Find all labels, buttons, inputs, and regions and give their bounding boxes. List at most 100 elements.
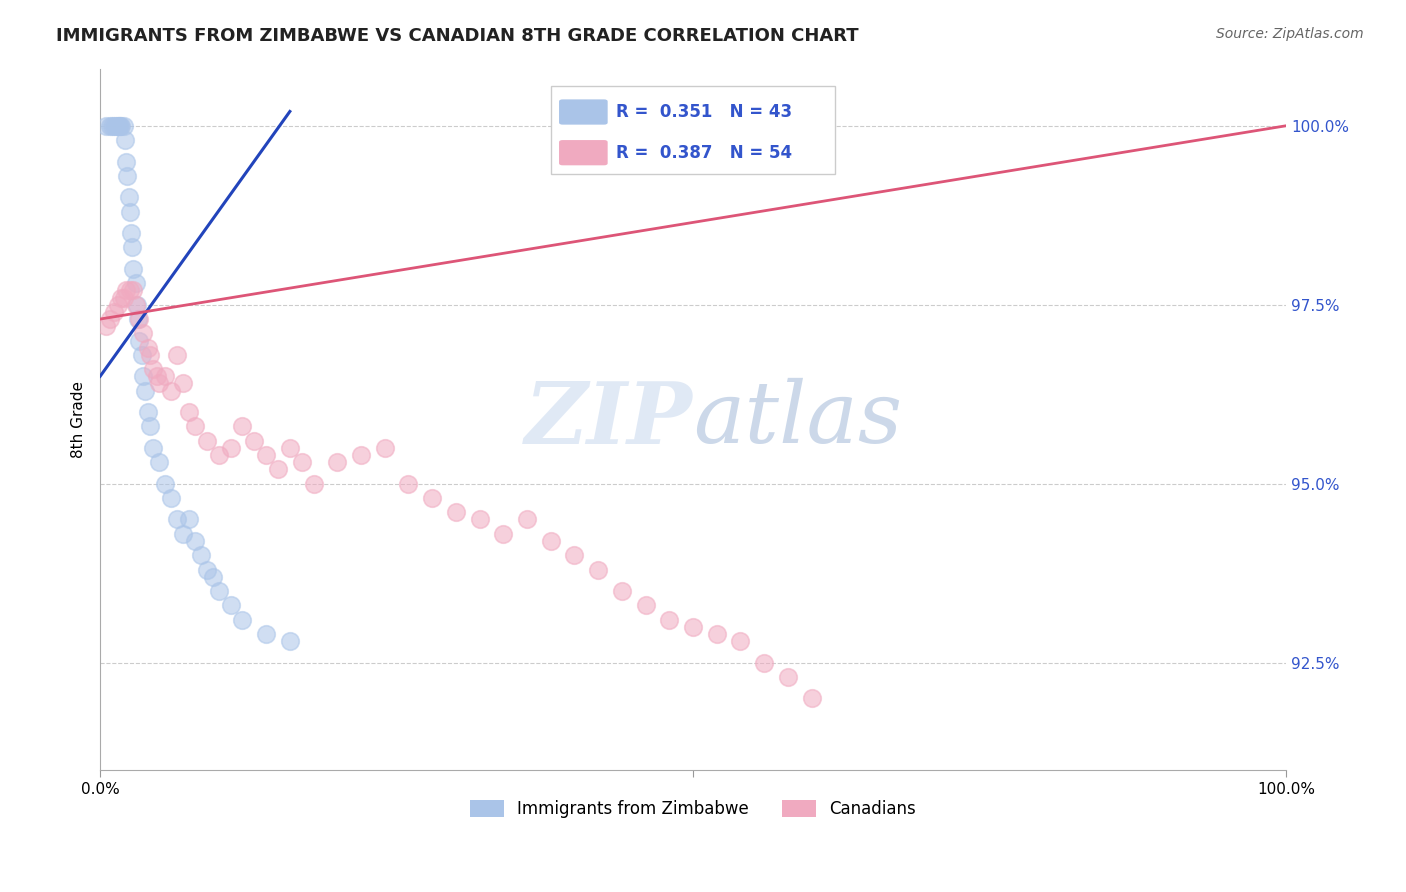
Point	[118, 284, 141, 298]
Point	[516, 512, 538, 526]
Point	[101, 119, 124, 133]
Point	[115, 154, 138, 169]
Point	[326, 455, 349, 469]
Point	[172, 526, 194, 541]
Point	[444, 505, 467, 519]
Text: atlas: atlas	[693, 378, 903, 460]
Point	[125, 298, 148, 312]
Point	[540, 533, 562, 548]
Point	[231, 613, 253, 627]
Point	[110, 119, 132, 133]
Point	[107, 119, 129, 133]
Point	[103, 119, 125, 133]
Text: R =  0.387   N = 54: R = 0.387 N = 54	[616, 144, 792, 161]
Point	[586, 563, 609, 577]
Text: R =  0.351   N = 43: R = 0.351 N = 43	[616, 103, 792, 121]
Point	[127, 312, 149, 326]
Point	[190, 548, 212, 562]
Point	[131, 348, 153, 362]
Point	[682, 620, 704, 634]
Text: Source: ZipAtlas.com: Source: ZipAtlas.com	[1216, 27, 1364, 41]
Point	[254, 627, 277, 641]
Point	[302, 476, 325, 491]
Point	[122, 262, 145, 277]
Point	[420, 491, 443, 505]
Point	[166, 348, 188, 362]
Point	[112, 119, 135, 133]
Point	[706, 627, 728, 641]
Point	[107, 298, 129, 312]
Point	[155, 369, 177, 384]
Point	[98, 119, 121, 133]
Point	[103, 305, 125, 319]
Point	[231, 419, 253, 434]
Point	[730, 634, 752, 648]
Point	[148, 376, 170, 391]
Point	[146, 369, 169, 384]
Point	[108, 119, 131, 133]
Point	[142, 441, 165, 455]
Point	[128, 334, 150, 348]
Point	[201, 570, 224, 584]
Point	[177, 405, 200, 419]
Point	[120, 226, 142, 240]
Point	[195, 563, 218, 577]
Point	[754, 656, 776, 670]
Point	[148, 455, 170, 469]
Point	[564, 548, 586, 562]
Point	[278, 441, 301, 455]
Point	[114, 133, 136, 147]
Point	[139, 348, 162, 362]
Point	[117, 169, 139, 183]
Point	[350, 448, 373, 462]
Point	[184, 419, 207, 434]
Text: IMMIGRANTS FROM ZIMBABWE VS CANADIAN 8TH GRADE CORRELATION CHART: IMMIGRANTS FROM ZIMBABWE VS CANADIAN 8TH…	[56, 27, 859, 45]
Point	[139, 419, 162, 434]
Point	[98, 312, 121, 326]
Point	[800, 691, 823, 706]
Point	[278, 634, 301, 648]
Point	[492, 526, 515, 541]
Point	[634, 599, 657, 613]
Text: ZIP: ZIP	[526, 377, 693, 461]
Legend: Immigrants from Zimbabwe, Canadians: Immigrants from Zimbabwe, Canadians	[464, 793, 922, 825]
Point	[94, 119, 117, 133]
Point	[184, 533, 207, 548]
Point	[121, 240, 143, 254]
FancyBboxPatch shape	[560, 140, 607, 165]
Point	[398, 476, 420, 491]
Point	[208, 584, 231, 599]
Point	[776, 670, 799, 684]
Point	[291, 455, 314, 469]
Point	[136, 405, 159, 419]
Point	[267, 462, 290, 476]
Point	[166, 512, 188, 526]
Point	[142, 362, 165, 376]
Point	[112, 291, 135, 305]
Point	[219, 441, 242, 455]
Point	[117, 190, 139, 204]
Point	[125, 277, 148, 291]
Point	[172, 376, 194, 391]
Point	[155, 476, 177, 491]
Point	[177, 512, 200, 526]
Point	[195, 434, 218, 448]
Point	[468, 512, 491, 526]
Point	[658, 613, 681, 627]
Point	[160, 491, 183, 505]
Point	[374, 441, 396, 455]
Point	[134, 384, 156, 398]
Point	[125, 298, 148, 312]
Point	[110, 291, 132, 305]
Point	[115, 284, 138, 298]
Point	[122, 284, 145, 298]
Point	[128, 312, 150, 326]
Point	[110, 119, 132, 133]
Point	[132, 326, 155, 341]
Point	[132, 369, 155, 384]
FancyBboxPatch shape	[560, 99, 607, 125]
Point	[118, 204, 141, 219]
Y-axis label: 8th Grade: 8th Grade	[72, 381, 86, 458]
FancyBboxPatch shape	[551, 86, 835, 174]
Point	[254, 448, 277, 462]
